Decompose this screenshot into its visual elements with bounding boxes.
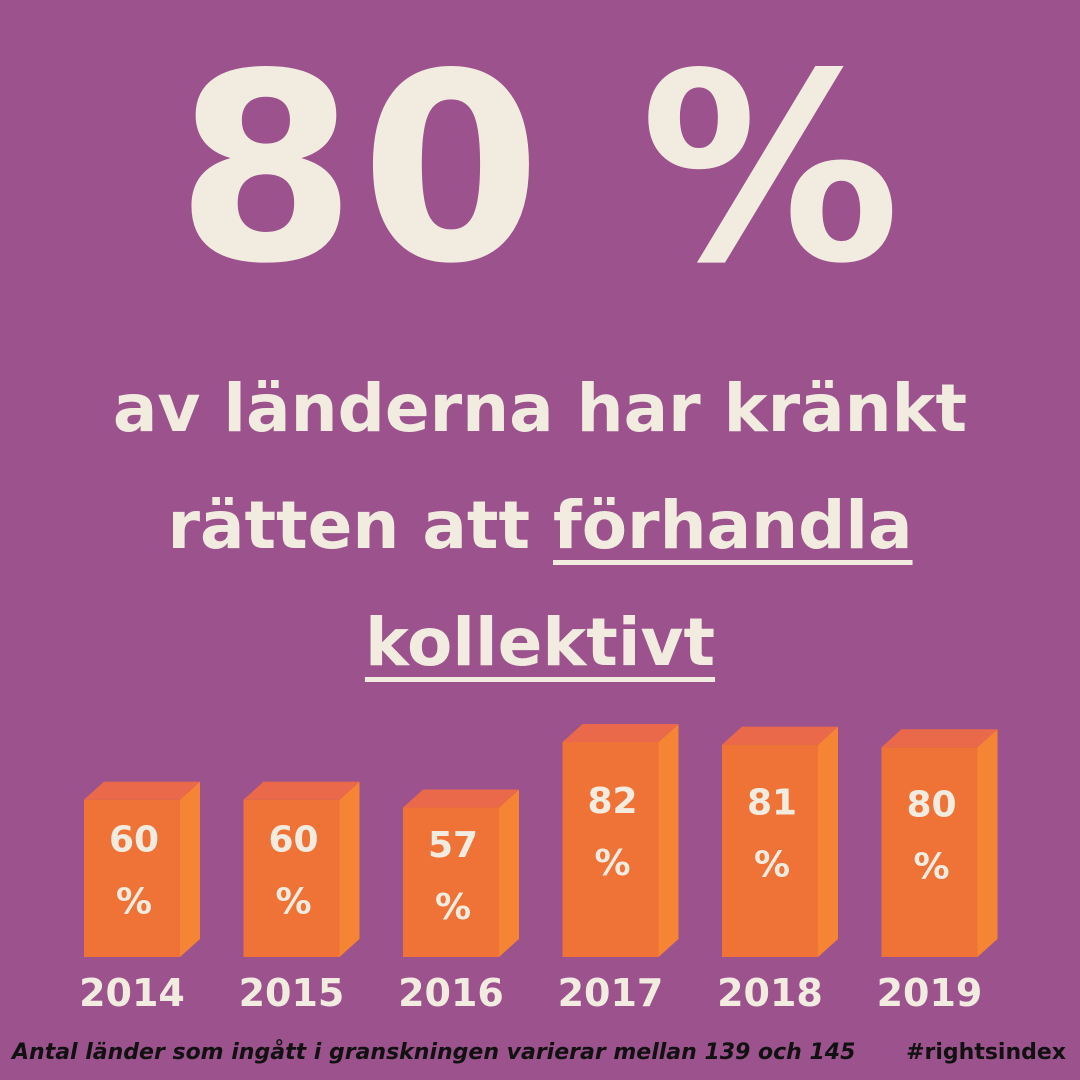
bar-value-unit-2015: %: [275, 882, 311, 923]
bar-side-2017: [658, 724, 679, 957]
bar-value-unit-2018: %: [754, 845, 790, 886]
bar-top-2014: [84, 781, 200, 800]
bar-value-label-2019: 80: [906, 784, 956, 825]
bar-top-2019: [881, 729, 998, 748]
bar-side-2014: [180, 781, 200, 957]
bar-value-unit-2016: %: [435, 887, 471, 928]
subtitle-underlined-forhandla: förhandla: [553, 487, 913, 564]
bar-value-unit-2019: %: [913, 846, 949, 887]
bar-top-2017: [562, 724, 679, 742]
x-tick-label-2017: 2017: [558, 971, 664, 1015]
bar-value-label-2017: 82: [587, 781, 637, 822]
bar-2018: [722, 744, 818, 957]
footnote: Antal länder som ingått i granskningen v…: [12, 1040, 856, 1065]
bar-value-label-2016: 57: [428, 825, 478, 866]
hashtag: #rightsindex: [906, 1040, 1066, 1065]
subtitle-line-2: rätten att förhandla: [40, 467, 1040, 584]
subtitle-line-2-prefix: rätten att: [167, 487, 553, 564]
subtitle: av länderna har kränkt rätten att förhan…: [40, 350, 1040, 701]
bar-2017: [562, 742, 659, 957]
bar-2016: [403, 807, 499, 957]
bar-chart: 60% 2014 60% 2015 57% 2016 82% 2017 81% 2018 80% 20…: [79, 724, 998, 1015]
subtitle-underlined-kollektivt: kollektivt: [364, 604, 716, 681]
bar-2014: [84, 799, 180, 957]
bar-top-2015: [243, 781, 360, 800]
bar-value-unit-2014: %: [116, 882, 152, 923]
x-tick-label-2015: 2015: [239, 971, 345, 1015]
bar-top-2016: [403, 789, 519, 808]
bar-2015: [243, 799, 340, 957]
bar-value-label-2014: 60: [109, 820, 159, 861]
x-tick-label-2016: 2016: [398, 971, 504, 1015]
x-tick-label-2018: 2018: [717, 971, 823, 1015]
bar-value-label-2018: 81: [747, 783, 797, 824]
bar-side-2018: [818, 726, 838, 957]
bar-2019: [881, 747, 978, 957]
x-tick-label-2019: 2019: [877, 971, 983, 1015]
headline-percentage: 80 %: [175, 19, 905, 321]
subtitle-line-3: kollektivt: [40, 584, 1040, 701]
bar-value-label-2015: 60: [268, 820, 318, 861]
bar-side-2019: [977, 729, 998, 957]
x-tick-label-2014: 2014: [79, 971, 185, 1015]
subtitle-line-1: av länderna har kränkt: [112, 370, 968, 447]
bar-side-2015: [339, 781, 360, 957]
bar-side-2016: [499, 789, 519, 957]
bar-value-unit-2017: %: [594, 843, 630, 884]
bar-top-2018: [722, 726, 838, 745]
